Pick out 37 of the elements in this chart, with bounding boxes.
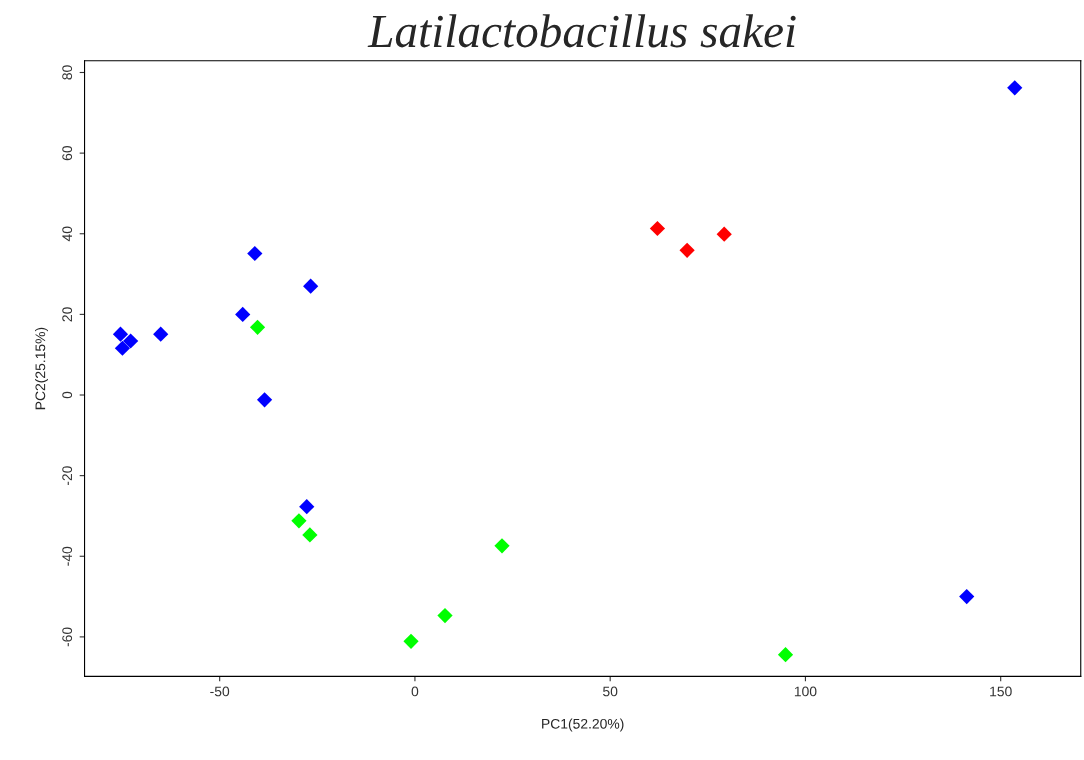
x-axis-title: PC1(52.20%) — [542, 718, 624, 732]
point — [112, 326, 129, 342]
point — [959, 588, 975, 605]
point — [299, 499, 315, 515]
point — [303, 278, 319, 294]
point — [716, 226, 732, 242]
x-tick-label: 100 — [794, 686, 817, 697]
y-tick-label: 40 — [62, 226, 73, 242]
x-tick-label: 50 — [603, 686, 618, 697]
y-tick-label: -40 — [62, 546, 73, 566]
y-tick-label: -60 — [62, 627, 73, 647]
point — [153, 326, 169, 342]
y-axis-title: PC2(25.15%) — [35, 327, 48, 410]
x-tick-label: -50 — [210, 686, 230, 697]
point — [777, 647, 794, 663]
y-tick-label: -20 — [62, 466, 73, 486]
point — [679, 242, 695, 258]
chart-title: Latilactobacillus sakei — [367, 14, 796, 48]
x-tick-label: 150 — [990, 686, 1012, 697]
point — [114, 340, 131, 356]
x-tick-label: 0 — [411, 686, 419, 697]
point — [247, 245, 263, 262]
point — [437, 607, 453, 624]
point — [249, 319, 266, 335]
y-tick-label: 20 — [62, 307, 73, 322]
point — [123, 333, 139, 349]
y-tick-label: 80 — [62, 65, 73, 80]
point — [494, 538, 510, 554]
point — [649, 220, 666, 237]
point — [256, 392, 273, 408]
point — [403, 633, 419, 649]
point — [291, 513, 307, 529]
y-tick-label: 60 — [62, 145, 73, 161]
y-tick-label: 0 — [62, 391, 73, 399]
point — [302, 527, 318, 543]
point — [235, 306, 251, 322]
point — [1007, 80, 1023, 96]
